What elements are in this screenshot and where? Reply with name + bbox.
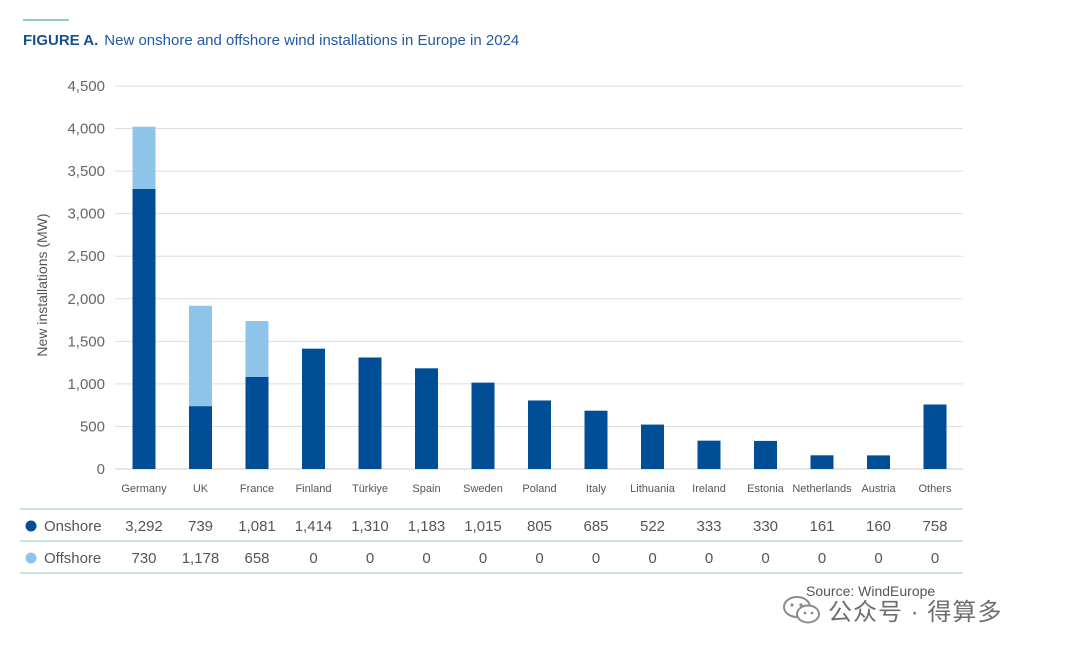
table-cell: 0 xyxy=(648,550,656,567)
wechat-icon xyxy=(783,595,820,623)
x-tick-label: Estonia xyxy=(747,483,785,495)
table-cell: 0 xyxy=(422,550,430,567)
legend-label: Onshore xyxy=(44,518,102,535)
y-tick-label: 4,500 xyxy=(67,78,105,95)
table-cell: 0 xyxy=(874,550,882,567)
y-tick-label: 500 xyxy=(80,418,105,435)
table-cell: 0 xyxy=(366,550,374,567)
table-cell: 1,178 xyxy=(182,550,220,567)
table-cell: 805 xyxy=(527,518,552,535)
x-tick-label: Sweden xyxy=(463,483,503,495)
table-cell: 161 xyxy=(809,518,834,535)
y-axis-label: New installations (MW) xyxy=(34,213,50,356)
watermark-text: 公众号 · 得算多 xyxy=(828,599,1003,626)
bar-onshore xyxy=(641,424,664,469)
bar-onshore xyxy=(189,406,212,469)
table-cell: 0 xyxy=(535,550,543,567)
bar-offshore xyxy=(189,305,212,407)
x-tick-label: Spain xyxy=(412,483,440,495)
figure-label: FIGURE A. xyxy=(23,32,99,49)
bar-offshore xyxy=(245,320,269,377)
x-tick-label: Netherlands xyxy=(792,483,852,495)
x-tick-label: Poland xyxy=(522,483,556,495)
legend-label: Offshore xyxy=(44,550,101,567)
y-tick-label: 1,000 xyxy=(67,376,105,393)
x-tick-label: Türkiye xyxy=(352,483,388,495)
y-tick-label: 2,500 xyxy=(67,248,105,265)
bar-offshore xyxy=(132,126,156,189)
x-tick-label: France xyxy=(240,483,274,495)
table-cell: 739 xyxy=(188,518,213,535)
bar-onshore xyxy=(302,348,325,469)
table-cell: 0 xyxy=(592,550,600,567)
watermark: 公众号 · 得算多 xyxy=(782,592,1002,627)
table-cell: 1,310 xyxy=(351,518,389,535)
table-cell: 0 xyxy=(818,550,826,567)
table-cell: 0 xyxy=(931,550,939,567)
table-cell: 0 xyxy=(309,550,317,567)
x-tick-label: Germany xyxy=(121,483,167,495)
x-tick-label: Ireland xyxy=(692,483,726,495)
bar-onshore xyxy=(245,376,269,469)
table-cell: 522 xyxy=(640,518,665,535)
source-note: Source: WindEurope xyxy=(806,583,936,599)
bar-onshore xyxy=(415,368,438,469)
table-cell: 3,292 xyxy=(125,518,163,535)
table-cell: 160 xyxy=(866,518,891,535)
table-cell: 0 xyxy=(479,550,487,567)
bar-onshore xyxy=(810,455,834,469)
x-tick-label: Italy xyxy=(586,483,607,495)
table-cell: 1,081 xyxy=(238,518,276,535)
x-tick-label: Others xyxy=(918,483,952,495)
figure-title-text: New onshore and offshore wind installati… xyxy=(104,32,520,49)
y-tick-label: 1,500 xyxy=(67,333,105,350)
y-tick-label: 4,000 xyxy=(67,121,105,138)
bar-onshore xyxy=(471,382,495,469)
bar-onshore xyxy=(584,410,608,469)
table-cell: 758 xyxy=(922,518,947,535)
table-cell: 330 xyxy=(753,518,778,535)
table-cell: 685 xyxy=(583,518,608,535)
bar-onshore xyxy=(923,404,947,469)
y-tick-label: 3,000 xyxy=(67,206,105,223)
x-tick-label: UK xyxy=(193,483,209,495)
legend-onshore-dot xyxy=(25,520,37,532)
bar-onshore xyxy=(754,440,777,469)
x-tick-label: Finland xyxy=(295,483,331,495)
bar-onshore xyxy=(358,357,382,469)
table-cell: 730 xyxy=(131,550,156,567)
y-tick-label: 2,000 xyxy=(67,291,105,308)
bar-onshore xyxy=(528,400,551,469)
bar-onshore xyxy=(132,188,156,470)
bar-onshore xyxy=(697,440,721,469)
bar-onshore xyxy=(867,455,890,469)
table-cell: 0 xyxy=(705,550,713,567)
legend-offshore-dot xyxy=(25,552,37,564)
y-tick-label: 0 xyxy=(97,461,105,478)
x-tick-label: Lithuania xyxy=(630,483,676,495)
table-cell: 0 xyxy=(761,550,769,567)
y-tick-label: 3,500 xyxy=(67,163,105,180)
table-cell: 1,015 xyxy=(464,518,502,535)
table-cell: 333 xyxy=(696,518,721,535)
table-cell: 1,183 xyxy=(408,518,446,535)
title-accent-line xyxy=(23,19,69,21)
x-tick-label: Austria xyxy=(861,483,896,495)
table-cell: 658 xyxy=(244,550,269,567)
table-cell: 1,414 xyxy=(295,518,333,535)
figure-title: FIGURE A. New onshore and offshore wind i… xyxy=(23,32,519,49)
